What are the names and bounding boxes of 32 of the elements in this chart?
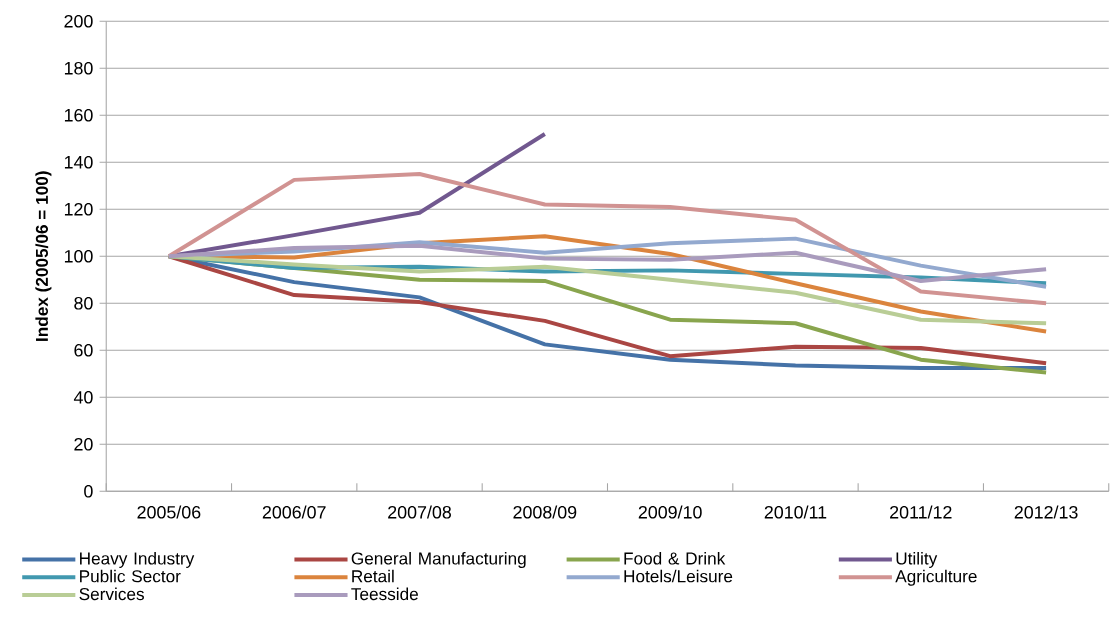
x-tick-label: 2010/11 bbox=[764, 505, 827, 519]
legend-label: Food & Drink bbox=[624, 551, 726, 565]
x-tick-label: 2011/12 bbox=[890, 505, 952, 519]
y-axis-title: Index (2005/06 = 100) bbox=[35, 171, 52, 341]
line-series bbox=[166, 243, 1049, 283]
x-tick-label: 2007/08 bbox=[388, 505, 452, 519]
legend-label: Hotels/Leisure bbox=[624, 569, 733, 583]
legend-label: Teesside bbox=[351, 587, 418, 600]
y-tick-label: 40 bbox=[73, 390, 93, 404]
x-tick-label: 2008/09 bbox=[513, 505, 577, 519]
y-tick-label: 200 bbox=[64, 14, 93, 28]
legend-label: Agriculture bbox=[895, 569, 977, 586]
y-tick-label: 60 bbox=[74, 343, 93, 357]
y-tick-label: 100 bbox=[64, 249, 93, 263]
y-tick-label: 20 bbox=[74, 437, 93, 451]
x-tick-label: 2012/13 bbox=[1014, 505, 1078, 519]
y-tick-label: 180 bbox=[64, 61, 93, 75]
y-tick-label: 120 bbox=[64, 202, 93, 216]
y-tick-label: 0 bbox=[84, 484, 93, 498]
x-tick-label: 2005/06 bbox=[137, 505, 201, 519]
x-tick-label: 2009/10 bbox=[638, 505, 702, 519]
legend-label: Utility bbox=[896, 551, 938, 568]
legend-label: Heavy Industry bbox=[80, 551, 195, 568]
legend-label: Retail bbox=[352, 569, 394, 583]
legend-label: Services bbox=[79, 587, 144, 600]
y-tick-label: 140 bbox=[64, 155, 93, 169]
y-tick-label: 160 bbox=[64, 108, 93, 122]
x-tick-label: 2006/07 bbox=[262, 505, 326, 519]
line-series bbox=[166, 171, 1049, 306]
legend-label: Public Sector bbox=[80, 569, 181, 583]
y-tick-label: 80 bbox=[74, 296, 93, 310]
legend-label: General Manufacturing bbox=[351, 551, 526, 568]
